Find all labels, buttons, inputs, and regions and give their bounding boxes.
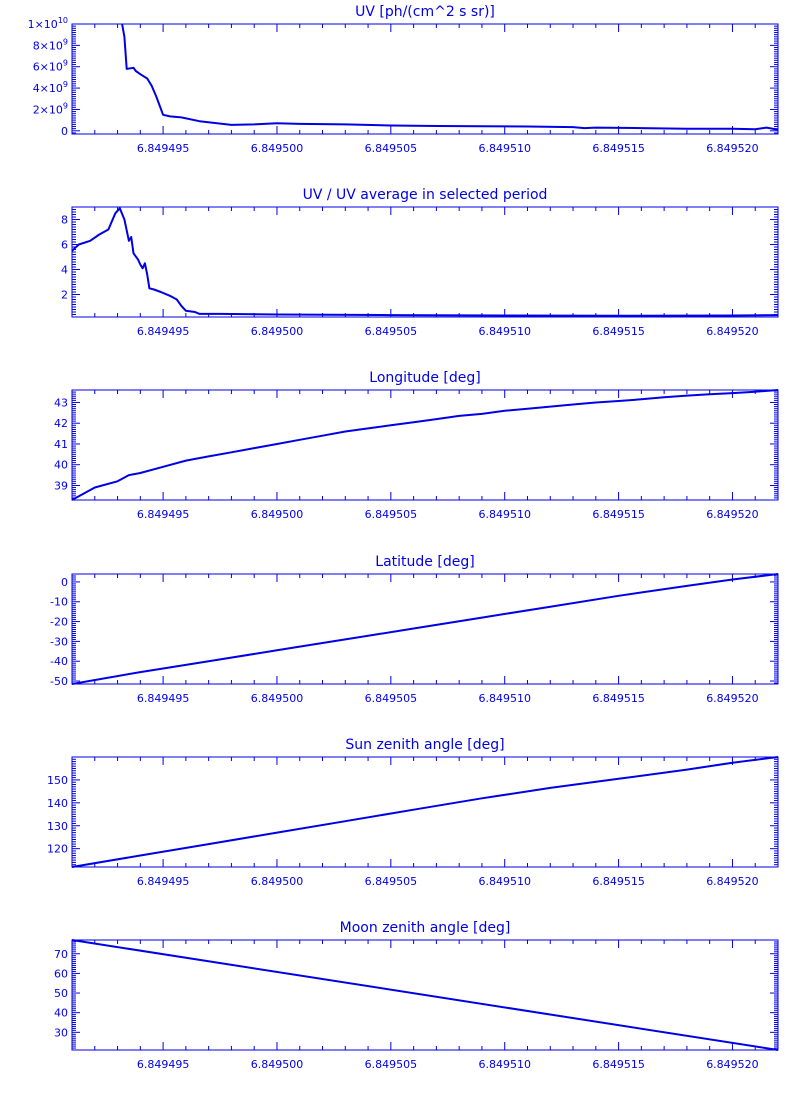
x-tick-label: 6.849495 — [137, 875, 190, 888]
chart-title: Sun zenith angle [deg] — [345, 737, 504, 753]
chart-panel-4: Latitude [deg] 6.849495 6.849500 6.849505 6.… — [50, 554, 779, 705]
x-tick-label: 6.849510 — [478, 1058, 531, 1071]
chart-title: UV / UV average in selected period — [303, 187, 548, 203]
x-tick-label: 6.849510 — [478, 875, 531, 888]
y-tick-label: -20 — [50, 616, 68, 629]
x-tick-label: 6.849505 — [365, 325, 418, 338]
chart-title: Latitude [deg] — [375, 554, 474, 570]
y-tick-label: -30 — [50, 635, 68, 648]
x-tick-label: 6.849520 — [706, 875, 759, 888]
y-tick-label: 30 — [54, 1026, 68, 1039]
x-tick-label: 6.849515 — [592, 1058, 645, 1071]
x-tick-label: 6.849515 — [592, 508, 645, 521]
y-tick-label: 60 — [54, 967, 68, 980]
chart-title: UV [ph/(cm^2 s sr)] — [355, 4, 495, 20]
y-tick-label: 41 — [54, 438, 68, 451]
series-line — [71, 389, 779, 501]
x-tick-label: 6.849515 — [592, 142, 645, 155]
x-tick-label: 6.849510 — [478, 692, 531, 705]
x-tick-label: 6.849500 — [251, 875, 304, 888]
y-tick-label: 1×1010 — [28, 16, 68, 31]
series-line — [71, 756, 779, 868]
y-tick-label: 50 — [54, 987, 68, 1000]
y-tick-label: 0 — [61, 576, 68, 589]
y-tick-label: 2 — [61, 289, 68, 302]
y-tick-label: 4 — [61, 264, 68, 277]
x-tick-label: 6.849505 — [365, 875, 418, 888]
y-tick-label: 150 — [47, 774, 68, 787]
x-tick-label: 6.849520 — [706, 1058, 759, 1071]
x-tick-label: 6.849505 — [365, 508, 418, 521]
y-tick-label: -50 — [50, 675, 68, 688]
y-tick-label: 40 — [54, 459, 68, 472]
y-tick-label: 2×109 — [33, 101, 68, 116]
y-tick-label: -10 — [50, 596, 68, 609]
series-line — [121, 23, 779, 131]
y-tick-label: 8 — [61, 214, 68, 227]
x-tick-label: 6.849500 — [251, 1058, 304, 1071]
x-tick-label: 6.849500 — [251, 508, 304, 521]
y-tick-label: 43 — [54, 396, 68, 409]
plot-frame — [71, 23, 779, 135]
plot-frame — [71, 573, 779, 685]
chart-panel-2: UV / UV average in selected period 6.8494… — [61, 187, 779, 338]
y-tick-label: 0 — [61, 125, 68, 138]
chart-panel-5: Sun zenith angle [deg] 6.849495 6.849500 6.… — [47, 737, 779, 888]
y-tick-label: 40 — [54, 1007, 68, 1020]
plot-frame — [71, 389, 779, 501]
x-tick-label: 6.849495 — [137, 142, 190, 155]
y-tick-label: -40 — [50, 655, 68, 668]
series-line — [71, 573, 779, 685]
x-tick-label: 6.849510 — [478, 508, 531, 521]
x-tick-label: 6.849515 — [592, 325, 645, 338]
x-tick-label: 6.849495 — [137, 692, 190, 705]
x-tick-label: 6.849515 — [592, 692, 645, 705]
x-tick-label: 6.849500 — [251, 142, 304, 155]
y-tick-label: 120 — [47, 843, 68, 856]
plot-frame — [71, 756, 779, 868]
y-tick-label: 6 — [61, 239, 68, 252]
y-tick-label: 8×109 — [33, 37, 68, 52]
y-tick-label: 4×109 — [33, 80, 68, 95]
x-tick-label: 6.849510 — [478, 325, 531, 338]
x-tick-label: 6.849500 — [251, 325, 304, 338]
series-line — [71, 207, 779, 317]
x-tick-label: 6.849495 — [137, 1058, 190, 1071]
x-tick-label: 6.849520 — [706, 142, 759, 155]
x-tick-label: 6.849505 — [365, 142, 418, 155]
x-tick-label: 6.849520 — [706, 508, 759, 521]
x-tick-label: 6.849495 — [137, 508, 190, 521]
y-tick-label: 70 — [54, 948, 68, 961]
chart-title: Longitude [deg] — [369, 370, 480, 386]
chart-panel-3: Longitude [deg] 6.849495 6.849500 6.849505 6… — [54, 370, 779, 521]
x-tick-label: 6.849520 — [706, 325, 759, 338]
y-tick-label: 130 — [47, 820, 68, 833]
x-tick-label: 6.849505 — [365, 692, 418, 705]
y-tick-label: 6×109 — [33, 59, 68, 74]
x-tick-label: 6.849510 — [478, 142, 531, 155]
series-line — [71, 939, 779, 1051]
chart-title: Moon zenith angle [deg] — [340, 920, 511, 936]
y-tick-label: 42 — [54, 417, 68, 430]
x-tick-label: 6.849500 — [251, 692, 304, 705]
chart-panel-1: UV [ph/(cm^2 s sr)] 6.849495 6.849500 6.849… — [28, 4, 779, 155]
x-tick-label: 6.849505 — [365, 1058, 418, 1071]
y-tick-label: 140 — [47, 797, 68, 810]
chart-panel-6: Moon zenith angle [deg] 6.849495 6.849500 6… — [54, 920, 779, 1071]
x-tick-label: 6.849495 — [137, 325, 190, 338]
x-tick-label: 6.849520 — [706, 692, 759, 705]
x-tick-label: 6.849515 — [592, 875, 645, 888]
y-tick-label: 39 — [54, 479, 68, 492]
